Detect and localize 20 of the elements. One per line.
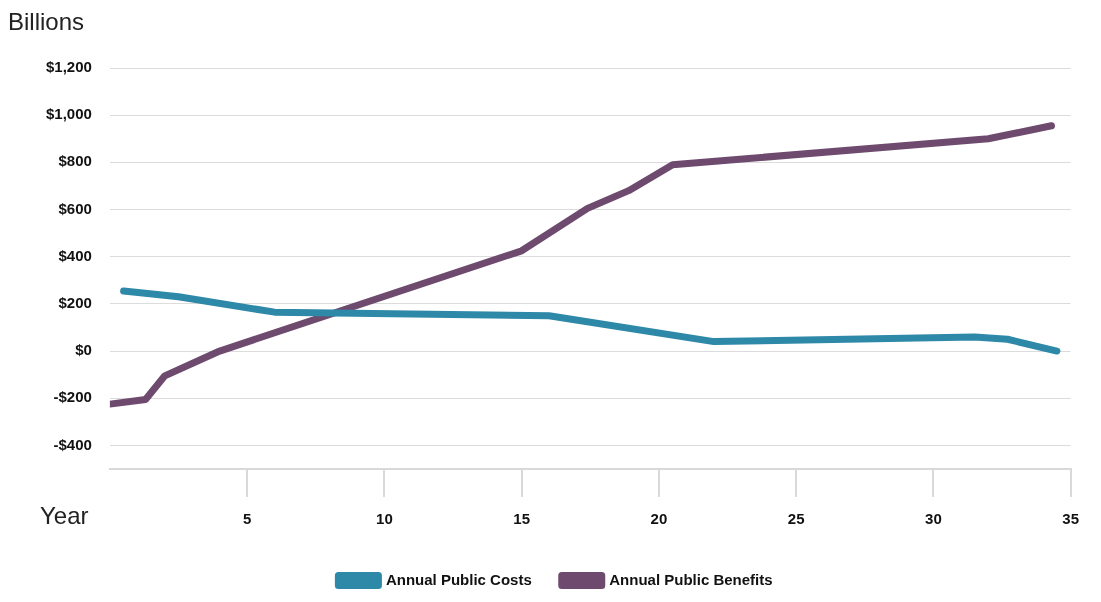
y-tick-label: $1,200 [45, 58, 92, 76]
x-tick-label: 20 [650, 510, 668, 528]
y-axis-title: Billions [8, 8, 85, 36]
x-axis-title: Year [40, 502, 89, 530]
y-tick-label: $600 [58, 199, 92, 217]
x-tick-label: 35 [1062, 510, 1079, 528]
y-tick-label: $200 [58, 294, 92, 312]
x-tick-label: 15 [513, 510, 530, 528]
legend-label: Annual Public Benefits [609, 570, 773, 588]
y-tick-label: $1,000 [45, 105, 92, 123]
x-tick-label: 5 [242, 510, 252, 528]
x-tick-label: 30 [925, 510, 942, 528]
y-tick-label: $800 [58, 152, 92, 170]
y-tick-label: -$400 [53, 435, 92, 453]
y-tick-label: -$200 [53, 388, 92, 406]
x-tick-label: 25 [787, 510, 805, 528]
x-tick-label: 10 [376, 510, 393, 528]
y-tick-label: $400 [58, 246, 92, 264]
legend-label: Annual Public Costs [385, 570, 532, 588]
y-tick-label: $0 [75, 341, 92, 359]
